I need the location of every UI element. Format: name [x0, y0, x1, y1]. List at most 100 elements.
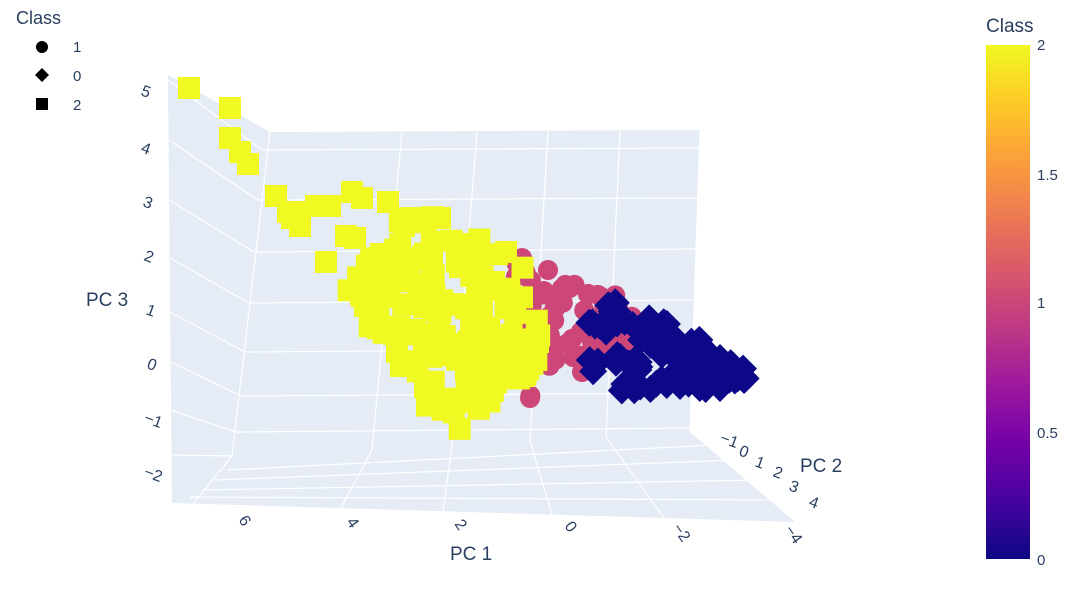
- grid-line: [261, 147, 701, 151]
- legend-label: 0: [73, 68, 81, 85]
- y-tick-label: 0: [737, 443, 751, 462]
- class-2-marker: [351, 187, 373, 209]
- class-0-marker: [622, 371, 650, 399]
- legend: Class 1 0 2: [16, 8, 81, 114]
- class-2-marker: [388, 315, 411, 338]
- colorbar: Class 2 1.5 1 0.5 0: [986, 16, 1058, 569]
- class-0-marker: [665, 348, 694, 377]
- class-2-marker: [358, 315, 381, 338]
- class-2-marker: [507, 367, 530, 390]
- class-1-marker: [555, 274, 576, 295]
- class-2-marker: [422, 370, 445, 393]
- class-2-marker: [319, 195, 341, 217]
- legend-label: 1: [73, 39, 81, 56]
- grid-line: [189, 496, 779, 501]
- class-2-marker: [412, 340, 435, 363]
- x-axis-title: PC 1: [450, 544, 492, 565]
- class-0-marker: [687, 361, 716, 390]
- class-1-marker: [538, 260, 558, 280]
- colorbar-tick-label: 2: [1037, 37, 1045, 54]
- grid-line: [168, 139, 259, 201]
- z-tick-label: −1: [142, 410, 165, 432]
- class-2-marker: [383, 238, 406, 261]
- legend-label: 2: [73, 97, 81, 114]
- y-tick-label: 4: [807, 494, 821, 513]
- class-2-marker: [495, 241, 517, 263]
- diamond-icon: [35, 68, 49, 82]
- class-0-marker: [730, 366, 758, 394]
- class-1-marker: [534, 284, 555, 305]
- x-tick-label: 2: [451, 517, 470, 534]
- class-2-marker: [451, 233, 473, 255]
- z-tick-label: 4: [139, 140, 153, 159]
- x-tick-label: 6: [235, 513, 254, 530]
- class-2-marker: [423, 283, 446, 306]
- z-axis-title: PC 3: [86, 290, 128, 311]
- grid-line: [169, 311, 246, 353]
- class-2-marker: [281, 207, 303, 229]
- class-2-marker: [422, 263, 445, 286]
- circle-icon: [36, 41, 48, 53]
- class-2-marker: [511, 256, 534, 279]
- class-2-marker: [355, 254, 378, 277]
- class-0-marker: [636, 330, 665, 359]
- y-tick-label: 1: [753, 454, 767, 473]
- class-2-marker: [465, 385, 488, 408]
- class-2-marker: [442, 397, 465, 420]
- class-2-marker: [385, 340, 408, 363]
- z-tick-label: −2: [142, 464, 165, 486]
- legend-item-0[interactable]: 0: [35, 68, 81, 85]
- class-2-marker: [527, 331, 549, 353]
- y-tick-label: 3: [787, 478, 801, 497]
- z-tick-label: 5: [139, 83, 153, 102]
- side-wall-pane: [168, 75, 270, 503]
- grid-line: [442, 445, 453, 513]
- data-markers[interactable]: [178, 77, 760, 440]
- class-2-marker: [344, 227, 366, 249]
- class-2-marker: [414, 242, 437, 265]
- class-2-marker: [315, 251, 337, 273]
- y-axis-title: PC 2: [800, 456, 842, 477]
- colorbar-tick-label: 1.5: [1037, 167, 1058, 184]
- class-2-marker: [378, 283, 401, 306]
- class-2-marker: [178, 77, 200, 99]
- class-2-marker: [429, 207, 451, 229]
- class-2-marker: [349, 282, 372, 305]
- class-0-marker: [583, 348, 612, 377]
- grid-line: [169, 257, 250, 304]
- class-1-marker: [520, 388, 540, 408]
- class-2-marker: [451, 344, 474, 367]
- class-0-marker: [624, 348, 653, 377]
- y-tick-label: 2: [771, 464, 785, 483]
- class-2-marker: [237, 153, 259, 175]
- colorbar-tick-label: 0: [1037, 552, 1045, 569]
- legend-title: Class: [16, 8, 61, 28]
- grid-line: [231, 131, 271, 457]
- y-tick-label: −1: [718, 430, 741, 452]
- z-tick-label: 0: [145, 356, 159, 375]
- grid-line: [214, 459, 736, 481]
- x-tick-label: 0: [561, 519, 580, 536]
- colorbar-tick-label: 1: [1037, 295, 1045, 312]
- colorbar-tick-label: 0.5: [1037, 425, 1058, 442]
- class-2-marker: [476, 317, 499, 340]
- legend-item-2[interactable]: 2: [36, 97, 81, 114]
- class-0-marker: [706, 374, 734, 402]
- colorbar-gradient: [986, 45, 1030, 559]
- class-0-marker: [716, 349, 745, 378]
- class-2-marker: [377, 191, 399, 213]
- z-tick-label: 1: [144, 302, 158, 321]
- grid-line: [170, 361, 242, 397]
- class-0-marker: [666, 372, 694, 400]
- grid-line: [171, 454, 233, 457]
- colorbar-ticks: 2 1.5 1 0.5 0: [1037, 37, 1058, 569]
- class-0-marker: [598, 296, 626, 324]
- square-icon: [36, 98, 48, 110]
- grid-line: [170, 409, 237, 433]
- z-tick-label: 2: [142, 248, 156, 267]
- legend-item-1[interactable]: 1: [36, 39, 81, 56]
- grid-line: [168, 199, 255, 253]
- colorbar-title: Class: [986, 16, 1034, 37]
